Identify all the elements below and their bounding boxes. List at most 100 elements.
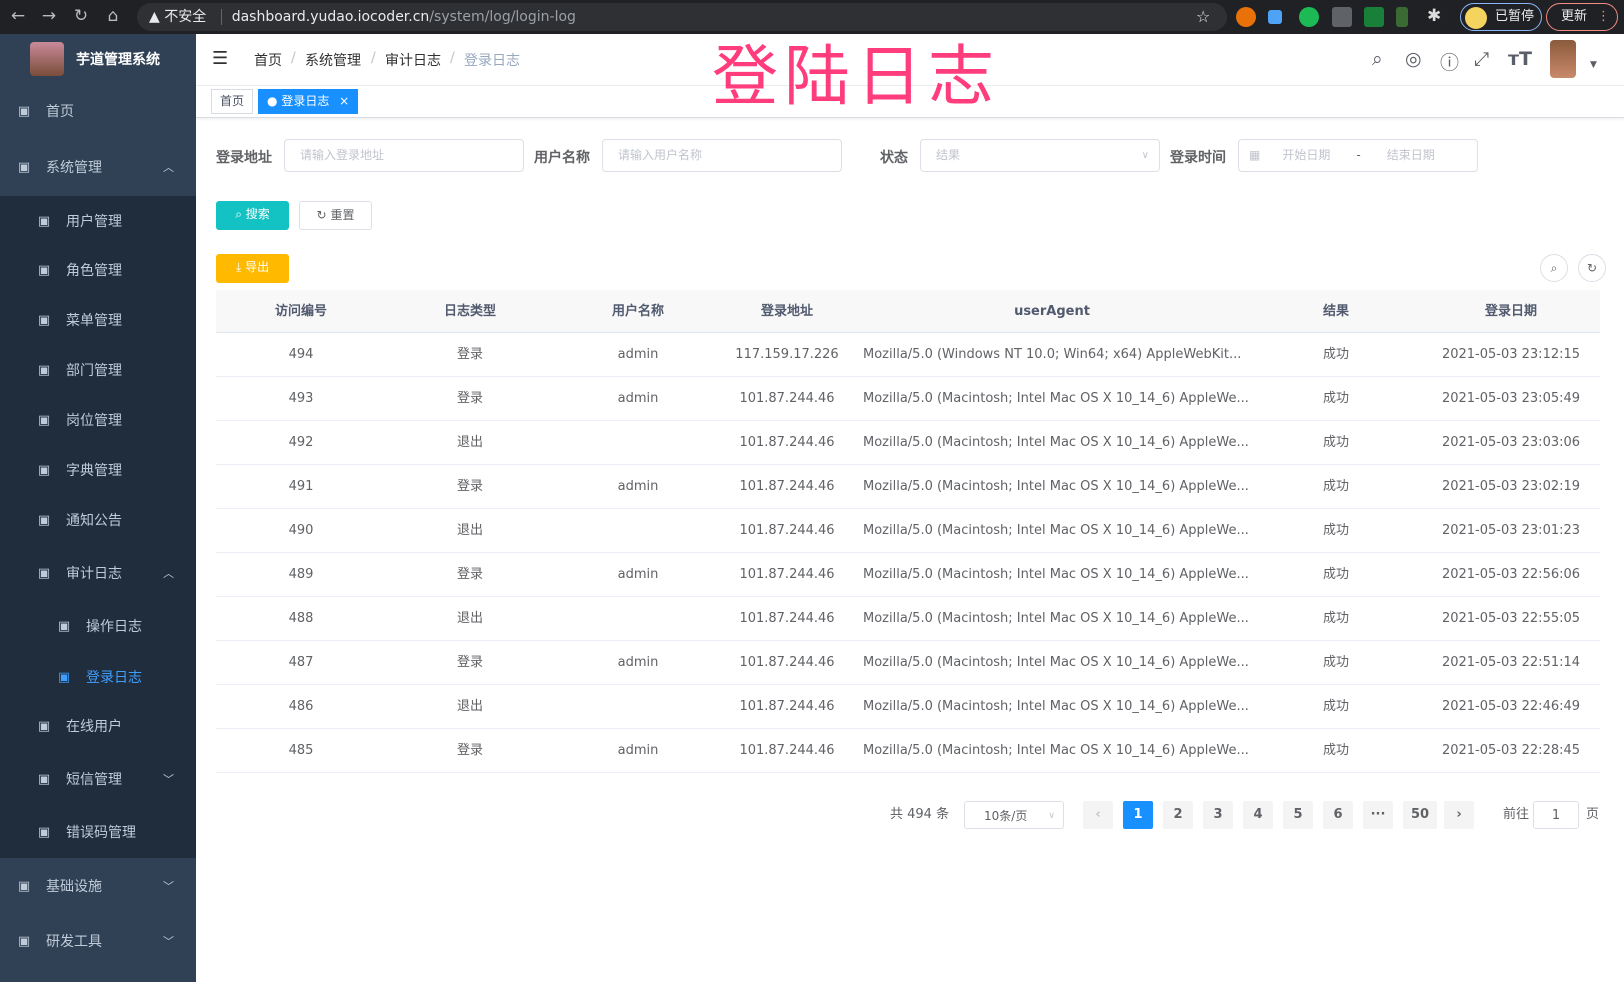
page-button[interactable]: 50 <box>1403 801 1437 829</box>
caret-down-icon[interactable]: ▼ <box>1590 60 1597 70</box>
status-select[interactable]: 结果 ∨ <box>920 139 1160 172</box>
search-label: 搜索 <box>245 207 270 221</box>
sidebar-item[interactable]: ▣ 菜单管理 <box>0 296 196 346</box>
goto-page-input[interactable]: 1 <box>1533 801 1579 829</box>
breadcrumb-item[interactable]: 首页 <box>254 53 282 69</box>
table-cell: 492 <box>288 435 314 450</box>
page-button[interactable]: 5 <box>1283 801 1313 829</box>
close-icon[interactable]: × <box>339 94 350 108</box>
sidebar-item[interactable]: ▣ 在线用户 <box>0 702 196 752</box>
table-cell: 489 <box>288 567 314 582</box>
reload-icon[interactable]: ↻ <box>73 6 89 26</box>
sidebar-item[interactable]: ▣ 字典管理 <box>0 446 196 496</box>
user-avatar[interactable] <box>1550 40 1576 78</box>
online-icon: ▣ <box>37 719 51 734</box>
chevron-down-icon: ﹀ <box>163 773 174 786</box>
page-button[interactable]: 6 <box>1323 801 1353 829</box>
ipaddr-input[interactable]: 请输入登录地址 <box>284 139 524 172</box>
extension-icon[interactable] <box>1236 7 1256 27</box>
table-cell: Mozilla/5.0 (Macintosh; Intel Mac OS X 1… <box>863 699 1249 714</box>
breadcrumb-item[interactable]: 系统管理 <box>305 53 361 69</box>
refresh-button[interactable]: ↻ <box>1578 254 1606 282</box>
font-size-icon[interactable]: ᴛT <box>1508 48 1532 70</box>
extension-icon[interactable] <box>1268 10 1282 24</box>
toggle-search-button[interactable]: ⌕ <box>1540 254 1568 282</box>
table-cell: 486 <box>288 699 314 714</box>
puzzle-icon[interactable]: ✱ <box>1427 6 1442 26</box>
page-button[interactable]: 2 <box>1163 801 1193 829</box>
extension-icon[interactable] <box>1396 7 1408 27</box>
validCode-icon: ▣ <box>37 772 51 787</box>
page-button[interactable]: ··· <box>1363 801 1393 829</box>
table-cell: 成功 <box>1322 655 1350 670</box>
sidebar-item[interactable]: ▣ 操作日志 <box>0 602 196 652</box>
question-icon[interactable]: ⓘ <box>1440 52 1460 74</box>
page-button[interactable]: 1 <box>1123 801 1153 829</box>
sidebar-item-label: 用户管理 <box>66 214 122 230</box>
sidebar-item[interactable]: ▣ 短信管理 ﹀ <box>0 755 196 805</box>
sidebar-item[interactable]: ▣ 通知公告 <box>0 496 196 546</box>
table-cell: 成功 <box>1322 611 1350 626</box>
sidebar-item-label: 审计日志 <box>66 566 122 582</box>
table-cell: 101.87.244.46 <box>739 567 835 582</box>
forward-icon[interactable]: → <box>41 6 57 26</box>
sidebar-item[interactable]: ▣ 基础设施 ﹀ <box>0 862 196 912</box>
sidebar-item[interactable]: ▣ 系统管理 ︿ <box>0 143 196 193</box>
date-range-picker[interactable]: ▦ 开始日期 - 结束日期 <box>1238 139 1478 172</box>
extension-icon[interactable] <box>1299 7 1319 27</box>
sidebar-item[interactable]: ▣ 角色管理 <box>0 246 196 296</box>
search-button[interactable]: ⌕ 搜索 <box>216 201 289 230</box>
star-icon[interactable]: ☆ <box>1196 7 1211 26</box>
prev-page-button[interactable]: ‹ <box>1083 801 1113 829</box>
table-cell: 退出 <box>456 523 484 538</box>
table-cell: 490 <box>288 523 314 538</box>
home-icon[interactable]: ⌂ <box>107 6 119 26</box>
extension-icon[interactable] <box>1364 7 1384 27</box>
export-button[interactable]: ⤓ 导出 <box>216 254 289 283</box>
sidebar-item[interactable]: ▣ 部门管理 <box>0 346 196 396</box>
goto-label: 前往 <box>1503 807 1530 822</box>
profile-button[interactable]: 已暂停 <box>1460 3 1542 31</box>
sidebar-item[interactable]: ▣ 用户管理 <box>0 197 196 247</box>
username-input[interactable]: 请输入用户名称 <box>602 139 842 172</box>
table-cell: 成功 <box>1322 347 1350 362</box>
search-icon[interactable]: ⌕ <box>1372 48 1383 70</box>
next-page-button[interactable]: › <box>1444 801 1474 829</box>
table-cell: 2021-05-03 23:12:15 <box>1441 347 1581 362</box>
start-date: 开始日期 <box>1282 148 1331 162</box>
column-header: 访问编号 <box>274 304 328 319</box>
sidebar-item[interactable]: ▣ 岗位管理 <box>0 396 196 446</box>
page-size-select[interactable]: 10条/页 ∨ <box>964 801 1064 829</box>
logo <box>30 42 64 76</box>
breadcrumb-separator: / <box>450 50 455 66</box>
sidebar-item[interactable]: ▣ 错误码管理 <box>0 808 196 858</box>
page-button[interactable]: 4 <box>1243 801 1273 829</box>
sidebar-item-label: 系统管理 <box>46 160 102 176</box>
table-cell: 退出 <box>456 699 484 714</box>
code-icon: ▣ <box>37 825 51 840</box>
back-icon[interactable]: ← <box>10 6 26 26</box>
sidebar-item[interactable]: ▣ 首页 <box>0 87 196 137</box>
fullscreen-icon[interactable]: ⤢ <box>1474 48 1490 70</box>
tree-table-icon: ▣ <box>37 313 51 328</box>
total-count: 共 494 条 <box>890 807 950 822</box>
address-bar[interactable]: ▲ 不安全 dashboard.yudao.iocoder.cn/system/… <box>137 3 1227 31</box>
breadcrumb-item[interactable]: 审计日志 <box>385 53 441 69</box>
extension-icon[interactable] <box>1332 7 1352 27</box>
table-cell: 101.87.244.46 <box>739 523 835 538</box>
reset-button[interactable]: ↻ 重置 <box>299 201 372 230</box>
end-date: 结束日期 <box>1386 148 1435 162</box>
sidebar-item[interactable]: ▣ 审计日志 ︿ <box>0 549 196 599</box>
sidebar-item[interactable]: ▣ 登录日志 <box>0 653 196 703</box>
github-icon[interactable]: ◎ <box>1405 48 1422 70</box>
page-button[interactable]: 3 <box>1203 801 1233 829</box>
tag-login-log[interactable]: ● 登录日志 × <box>258 89 359 114</box>
download-icon: ⤓ <box>235 260 242 274</box>
sidebar-item[interactable]: ▣ 研发工具 ﹀ <box>0 917 196 967</box>
sidebar-item-label: 短信管理 <box>66 772 122 788</box>
update-button[interactable]: 更新 ⋮ <box>1546 3 1618 31</box>
sidebar-item-label: 部门管理 <box>66 363 122 379</box>
dashboard-icon: ▣ <box>17 104 31 119</box>
tag-home[interactable]: 首页 <box>211 89 254 114</box>
hamburger-icon[interactable]: ☰ <box>212 48 229 69</box>
